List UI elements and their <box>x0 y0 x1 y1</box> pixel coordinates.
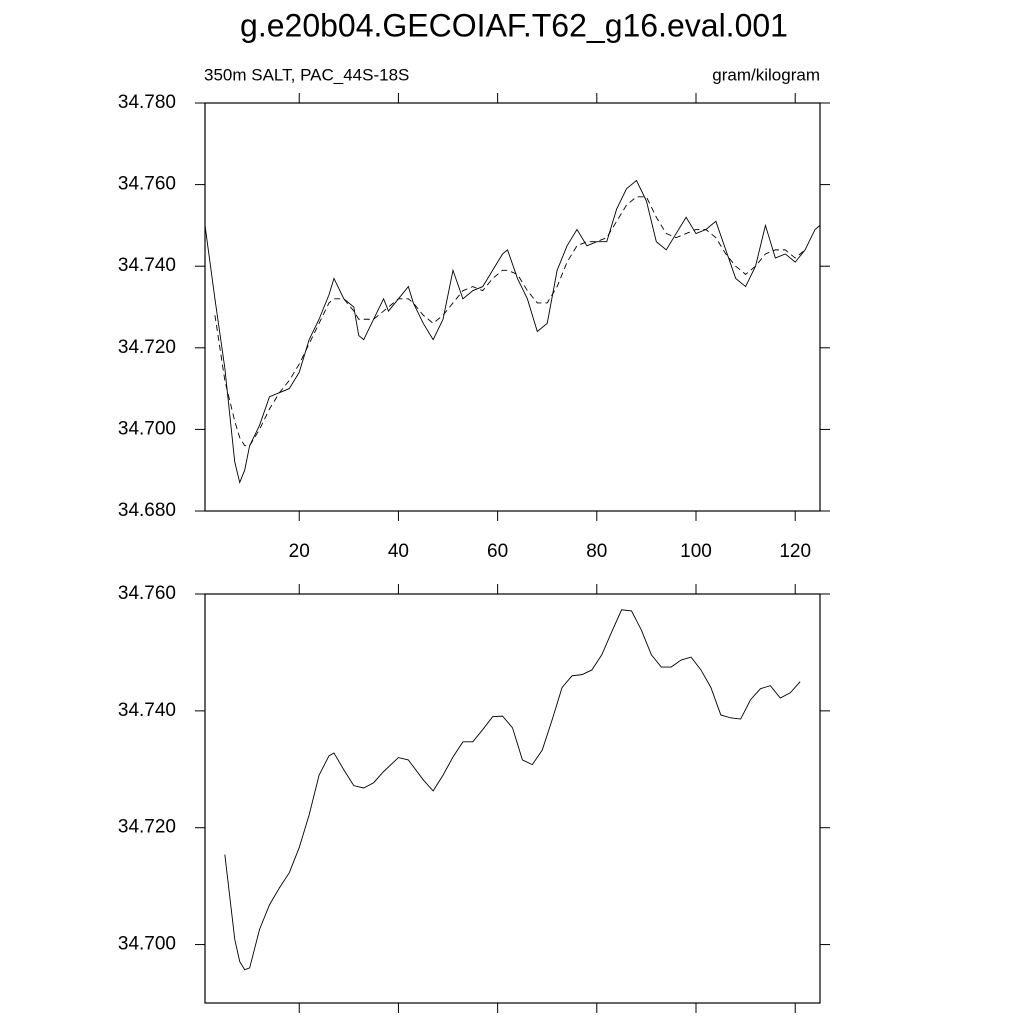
chart-title: g.e20b04.GECOIAF.T62_g16.eval.001 <box>240 7 788 43</box>
subtitle: 350m SALT, PAC_44S-18S <box>204 65 409 84</box>
x-tick-label: 20 <box>289 541 310 562</box>
y-tick-label: 34.760 <box>118 174 176 195</box>
y-tick-label: 34.740 <box>118 700 176 721</box>
data-line <box>214 196 806 447</box>
x-tick-label: 80 <box>586 541 607 562</box>
y-tick-label: 34.780 <box>118 92 176 113</box>
units-label: gram/kilogram <box>712 65 820 84</box>
x-tick-label: 40 <box>388 541 409 562</box>
y-tick-label: 34.700 <box>118 934 176 955</box>
x-tick-label: 100 <box>680 541 712 562</box>
plot-frame <box>204 593 821 1004</box>
y-tick-label: 34.720 <box>118 337 176 358</box>
y-tick-label: 34.760 <box>118 583 176 604</box>
y-tick-label: 34.700 <box>118 418 176 439</box>
x-tick-label: 120 <box>779 541 811 562</box>
data-line <box>224 609 801 971</box>
x-tick-label: 60 <box>487 541 508 562</box>
plot-frame <box>204 102 821 512</box>
y-tick-label: 34.720 <box>118 817 176 838</box>
y-tick-label: 34.680 <box>118 500 176 521</box>
y-tick-label: 34.740 <box>118 255 176 276</box>
data-line <box>204 179 821 484</box>
